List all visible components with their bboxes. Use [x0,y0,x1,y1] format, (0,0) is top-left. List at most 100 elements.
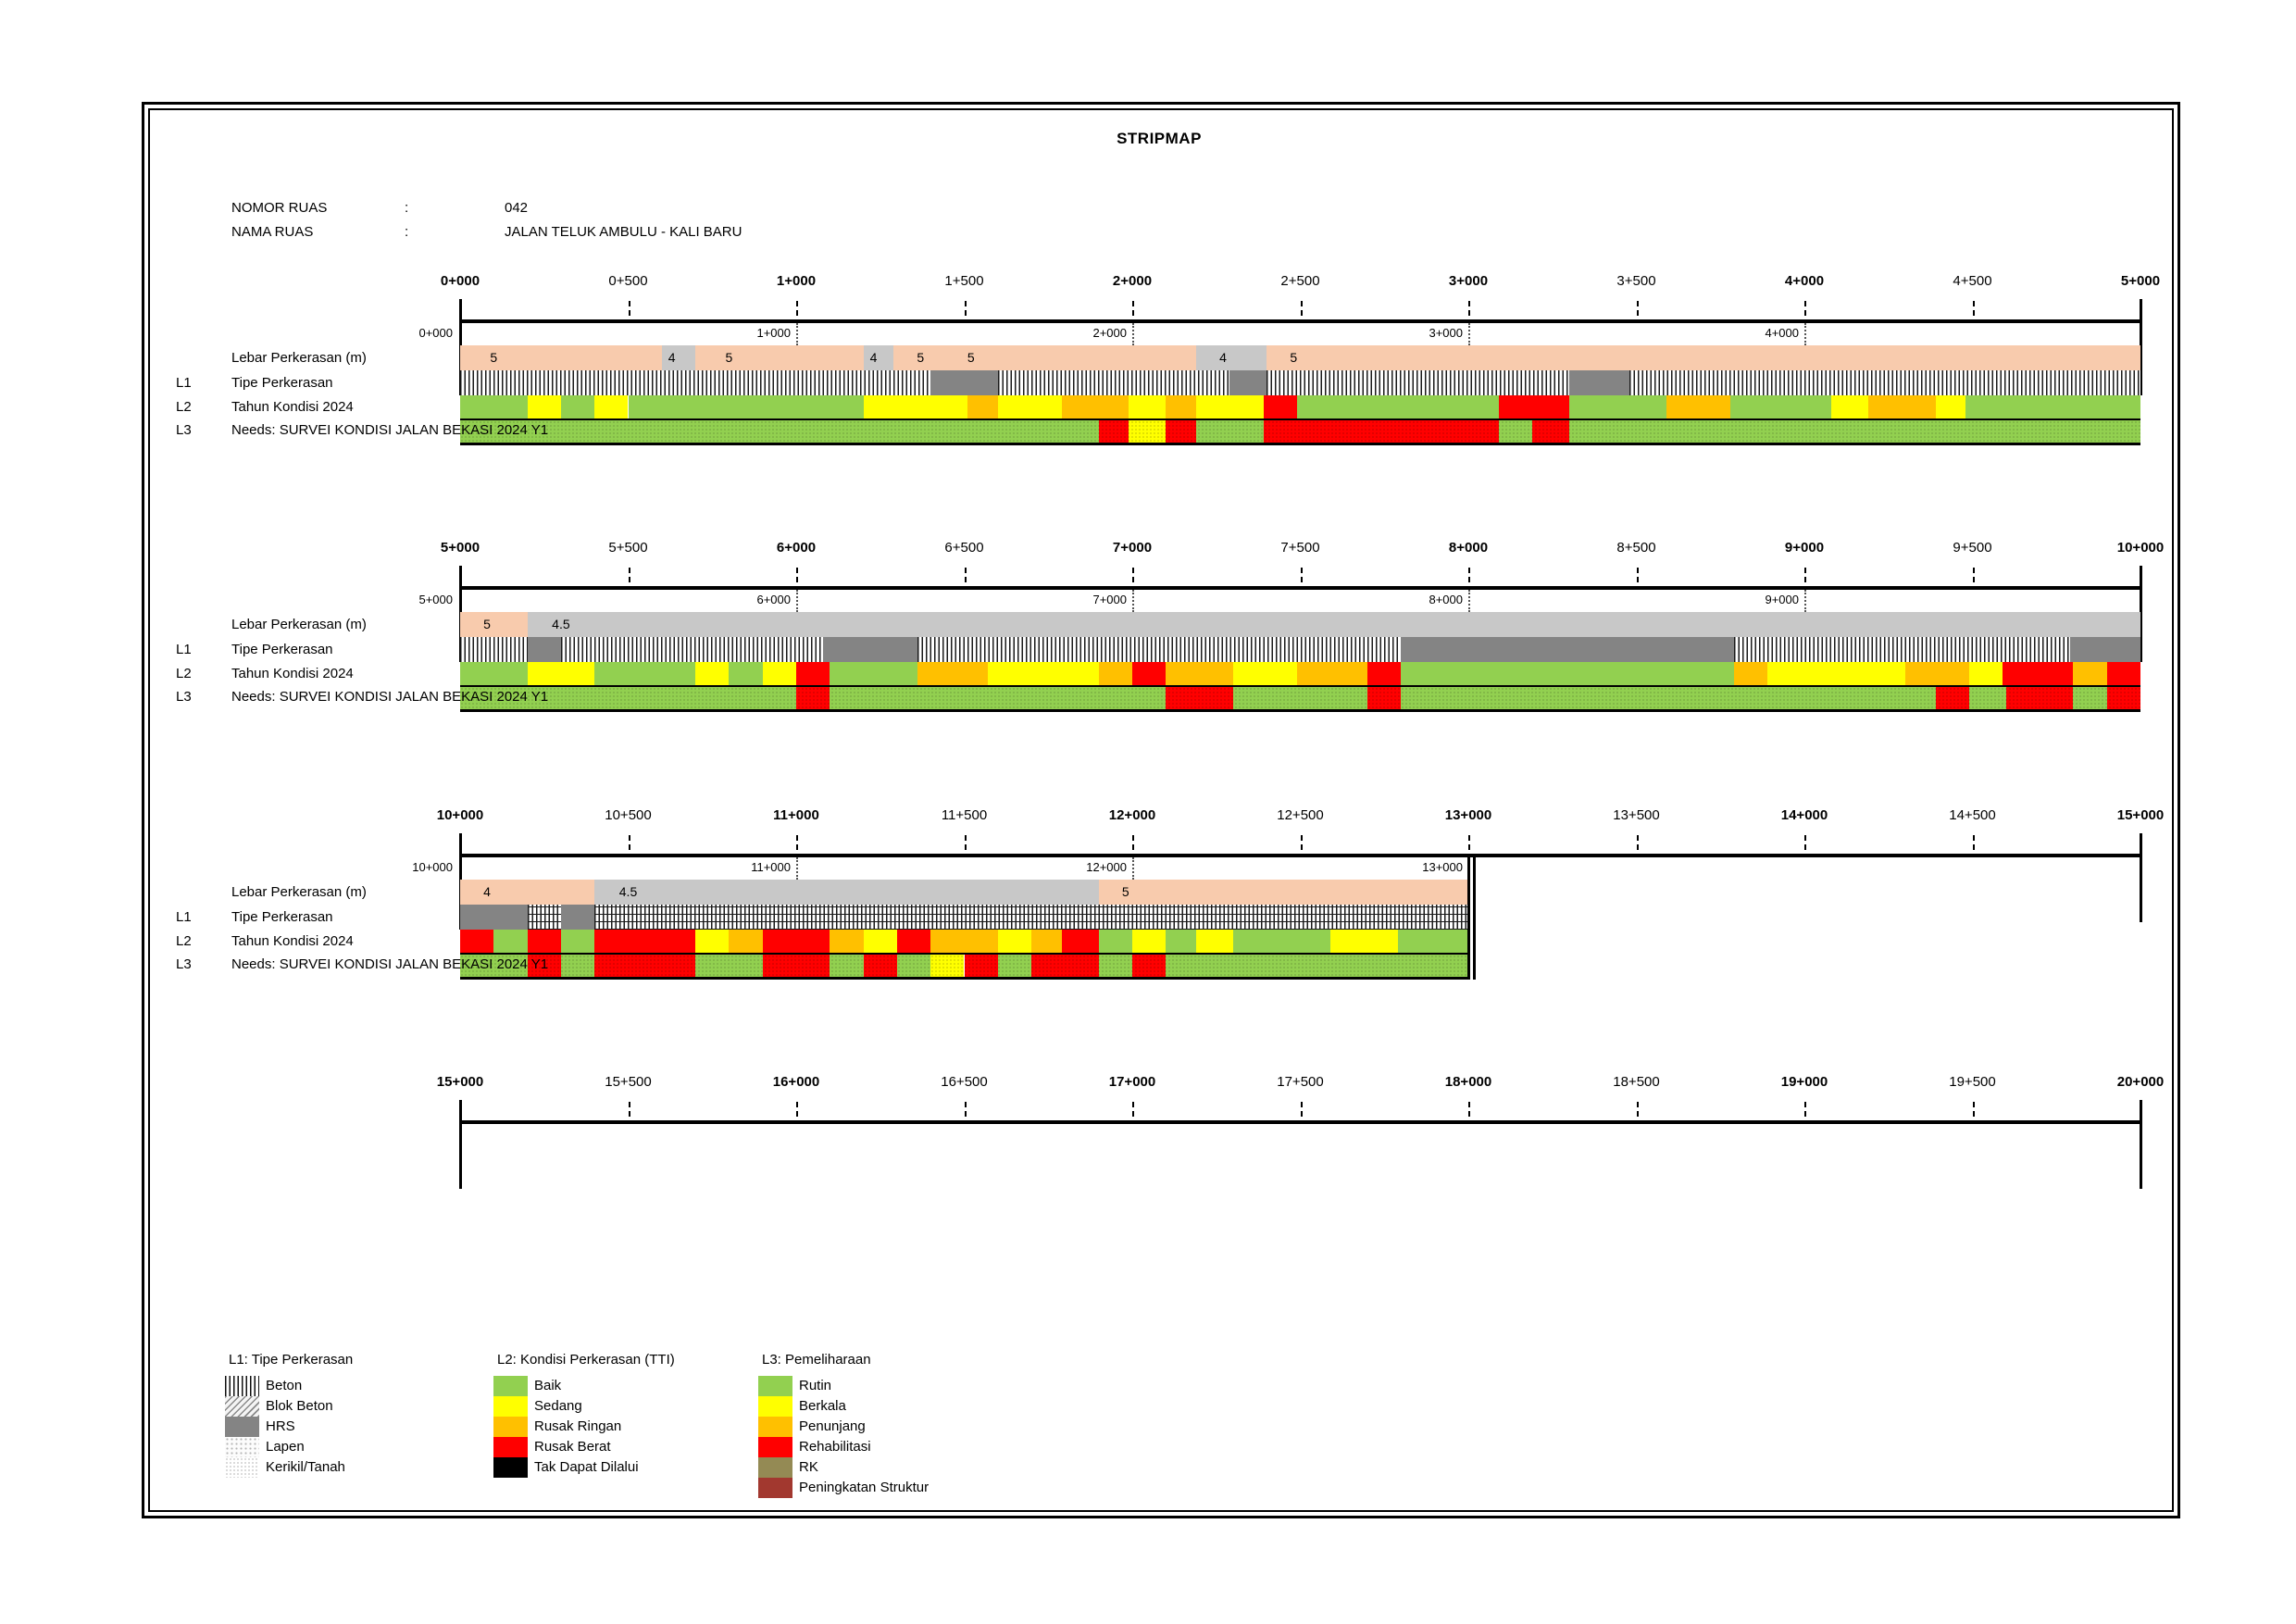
needs-segment-rutin [1498,420,1532,443]
condition-segment-sedang [594,395,629,418]
nama-ruas-value: JALAN TELUK AMBULU - KALI BARU [505,224,742,240]
ruler-tick-mark [1468,835,1470,850]
surface-segment-hrs [1401,637,1734,662]
condition-segment-baik [1401,662,1734,685]
ruler-tick-mark [1972,568,1975,582]
condition-segment-rusak_ringan [1867,395,1936,418]
width-value-label: 5 [1290,350,1298,365]
ruler-tick-label: 11+000 [773,807,819,823]
needs-segment-rutin [830,687,1167,709]
needs-segment-rehabilitasi [1367,687,1402,709]
ruler-tick-mark [1636,835,1639,850]
width-segment [661,345,696,370]
needs-band [460,953,1468,980]
legend-label-rusak_ringan: Rusak Ringan [534,1418,622,1434]
ruler-tick-label: 1+500 [944,273,984,289]
page-border-inner [148,108,2174,1512]
condition-segment-rusak_berat [1498,395,1569,418]
ruler-tick-mark [1972,835,1975,850]
ruler-tick-label: 6+500 [944,540,984,556]
condition-segment-baik [1568,395,1667,418]
strip-row-0-5: 0+000 0+500 1+000 1+500 2+000 2+500 3+000 3+500… [0,273,2296,542]
ruler-tick-mark [1804,568,1806,582]
ruler-tick-label: 8+500 [1616,540,1656,556]
row-code-tahun-kondisi: L2 [176,666,192,681]
station-label: 11+000 [751,860,791,874]
station-label: 1+000 [756,326,791,340]
ruler-tick-label: 4+500 [1953,273,1992,289]
surface-segment-hrs [1229,370,1267,395]
ruler-tick-label: 18+000 [1444,1074,1492,1090]
surface-segment-hrs [2069,637,2140,662]
legend-group-title: L1: Tipe Perkerasan [229,1352,354,1368]
ruler-baseline [460,586,2140,590]
ruler-tick-label: 20+000 [2116,1074,2165,1090]
ruler-baseline [460,854,2140,857]
station-label: 13+000 [1422,860,1463,874]
condition-segment-sedang [527,662,595,685]
width-value-label: 4 [483,884,491,899]
ruler-tick-mark [1132,301,1134,316]
needs-segment-rehabilitasi [796,687,830,709]
condition-segment-sedang [1195,930,1233,953]
width-segment [460,880,595,905]
needs-segment-rehabilitasi [2106,687,2140,709]
needs-band [460,685,2140,712]
condition-segment-rusak_ringan [967,395,998,418]
surface-segment-hrs [823,637,917,662]
surface-segment-beton [1733,637,2070,662]
needs-segment-rutin [1195,420,1264,443]
condition-segment-rusak_berat [1367,662,1402,685]
row-label-tipe-perkerasan: Tipe Perkerasan [231,642,333,657]
condition-segment-rusak_berat [527,930,561,953]
station-label: 9+000 [1765,593,1799,606]
surface-segment-beton [917,637,1402,662]
condition-segment-baik [628,395,864,418]
needs-band [460,418,2140,445]
legend-label-peningkatan_struktur: Peningkatan Struktur [799,1480,930,1495]
legend-label-tak_dapat_dilalui: Tak Dapat Dilalui [534,1459,639,1475]
ruler-tick-label: 12+000 [1108,807,1156,823]
legend-swatch-rk [758,1457,792,1478]
ruler-tick-label: 14+000 [1780,807,1828,823]
ruler-tick-label: 12+500 [1277,807,1324,823]
legend-label-kerikil_tanah: Kerikil/Tanah [266,1459,345,1475]
width-segment [460,345,662,370]
ruler-tick-label: 3+500 [1616,273,1656,289]
ruler-tick-label: 2+500 [1280,273,1320,289]
ruler-tick-label: 18+500 [1613,1074,1660,1090]
width-segment [460,612,528,637]
legend-label-lapen: Lapen [266,1439,305,1455]
width-value-label: 5 [967,350,975,365]
row-label-needs: Needs: SURVEI KONDISI JALAN BEKASI 2024 … [231,689,549,705]
condition-segment-sedang [863,395,968,418]
condition-segment-rusak_berat [2003,662,2074,685]
station-gridline [1132,323,1134,345]
condition-segment-sedang [997,395,1062,418]
width-segment [893,345,1196,370]
needs-segment-rutin [1401,687,1936,709]
condition-segment-baik [460,395,528,418]
ruler-tick-label: 15+000 [436,1074,484,1090]
legend-swatch-sedang [493,1396,528,1417]
width-segment [1195,345,1267,370]
condition-segment-rusak_berat [896,930,931,953]
ruler-tick-label: 2+000 [1112,273,1153,289]
ruler-tick-label: 11+500 [941,807,988,823]
surface-segment-blok_beton [594,905,1468,930]
ruler-tick-mark [1468,1102,1470,1117]
needs-segment-rutin [560,955,595,977]
legend-swatch-berkala [758,1396,792,1417]
surface-segment-hrs [527,637,561,662]
ruler-tick-mark [628,301,630,316]
strip-row-15-20: 15+000 15+500 16+000 16+500 17+000 17+500 18+0… [0,1074,2296,1343]
ruler-baseline [460,1120,2140,1124]
nomor-ruas-separator: : [405,200,409,216]
row-code-needs: L3 [176,689,192,705]
surface-segment-hrs [460,905,528,930]
row-label-lebar: Lebar Perkerasan (m) [231,350,367,366]
ruler-tick-mark [964,1102,967,1117]
needs-segment-rehabilitasi [1031,955,1099,977]
condition-segment-sedang [997,930,1032,953]
width-value-label: 5 [1121,884,1129,899]
